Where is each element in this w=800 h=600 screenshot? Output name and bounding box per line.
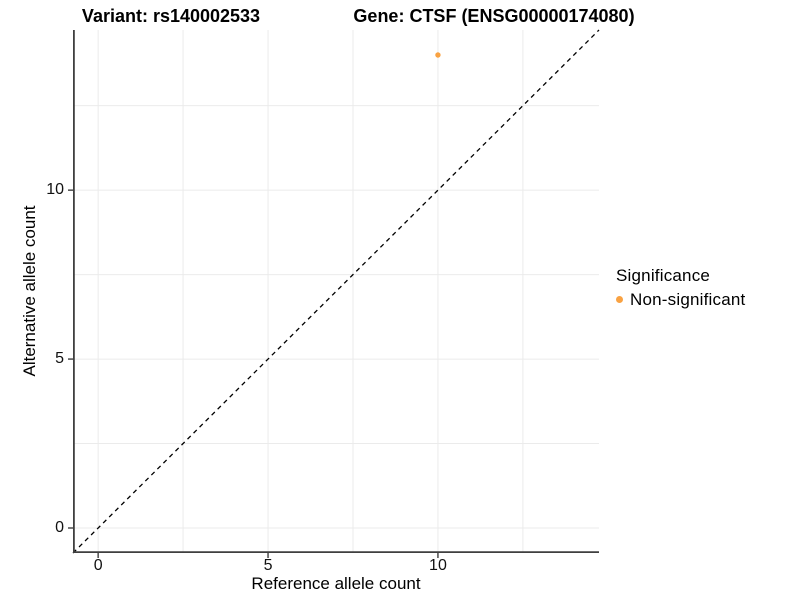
plot-svg [68, 29, 600, 558]
x-tick-label: 5 [263, 557, 273, 574]
legend-title: Significance [616, 266, 711, 285]
legend-key-dot-icon [616, 296, 623, 303]
y-tick-label: 5 [55, 350, 64, 368]
plot-title-gene: Gene: CTSF (ENSG00000174080) [353, 6, 635, 26]
legend-items: Non-significant [616, 289, 745, 310]
data-point [435, 52, 441, 58]
x-axis-title: Reference allele count [251, 574, 421, 593]
x-tick-label: 10 [429, 557, 447, 574]
legend-item-label: Non-significant [630, 290, 746, 309]
identity-dashed-line [72, 29, 600, 554]
plot-title-variant: Variant: rs140002533 [81, 6, 261, 26]
legend: Significance Non-significant [616, 265, 745, 310]
legend-item: Non-significant [616, 289, 745, 310]
y-tick-label: 0 [55, 518, 64, 536]
x-tick-label: 0 [93, 557, 103, 574]
plot-panel [68, 29, 600, 558]
y-tick-label: 10 [46, 181, 64, 199]
